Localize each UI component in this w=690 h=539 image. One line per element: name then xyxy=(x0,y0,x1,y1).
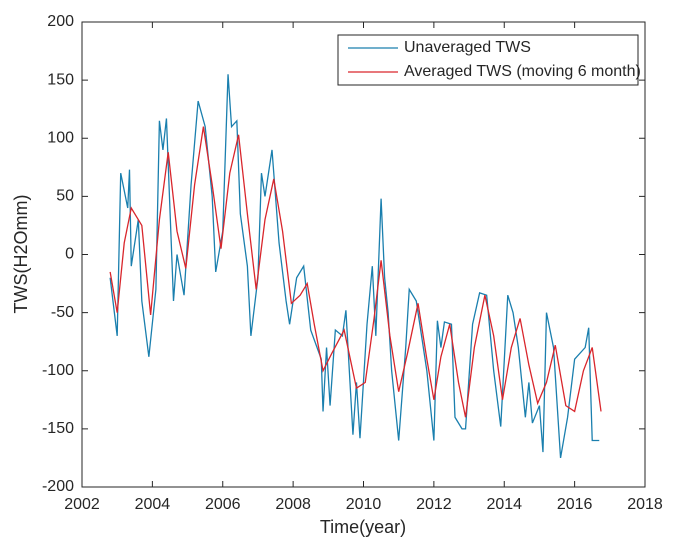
axes-box xyxy=(81,21,646,488)
x-tick-label: 2006 xyxy=(205,496,241,513)
y-axis-label: TWS(H2Omm) xyxy=(11,195,31,314)
y-tick-label: 0 xyxy=(65,246,74,263)
y-tick-label: 50 xyxy=(56,188,74,205)
data-line xyxy=(109,74,600,459)
x-tick-label: 2008 xyxy=(275,496,311,513)
legend-label: Averaged TWS (moving 6 month) xyxy=(404,63,641,80)
y-tick-label: -100 xyxy=(42,362,74,379)
x-tick-label: 2014 xyxy=(486,496,522,513)
legend-box xyxy=(337,34,639,86)
x-axis-label: Time(year) xyxy=(320,517,406,537)
x-tick-label: 2012 xyxy=(416,496,452,513)
data-line xyxy=(109,126,602,418)
x-tick-label: 2002 xyxy=(64,496,100,513)
y-tick-label: 200 xyxy=(47,13,74,30)
legend-label: Unaveraged TWS xyxy=(404,39,531,56)
x-tick-label: 2010 xyxy=(346,496,382,513)
y-tick-label: -200 xyxy=(42,478,74,495)
x-tick-label: 2018 xyxy=(627,496,663,513)
y-tick-label: -150 xyxy=(42,420,74,437)
y-tick-label: 100 xyxy=(47,129,74,146)
y-tick-label: -50 xyxy=(51,304,74,321)
x-tick-label: 2004 xyxy=(135,496,171,513)
x-tick-label: 2016 xyxy=(557,496,593,513)
y-tick-label: 150 xyxy=(47,71,74,88)
